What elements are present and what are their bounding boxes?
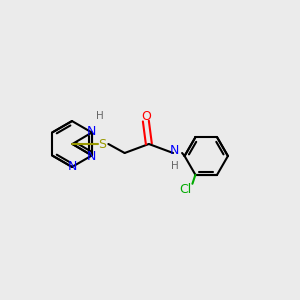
Text: H: H xyxy=(171,160,178,171)
Text: S: S xyxy=(98,137,106,151)
Text: H: H xyxy=(96,111,104,121)
Text: O: O xyxy=(141,110,151,123)
Text: N: N xyxy=(87,124,97,137)
Text: N: N xyxy=(67,160,77,173)
Text: Cl: Cl xyxy=(179,183,191,196)
Text: N: N xyxy=(87,151,97,164)
Text: N: N xyxy=(170,144,179,157)
